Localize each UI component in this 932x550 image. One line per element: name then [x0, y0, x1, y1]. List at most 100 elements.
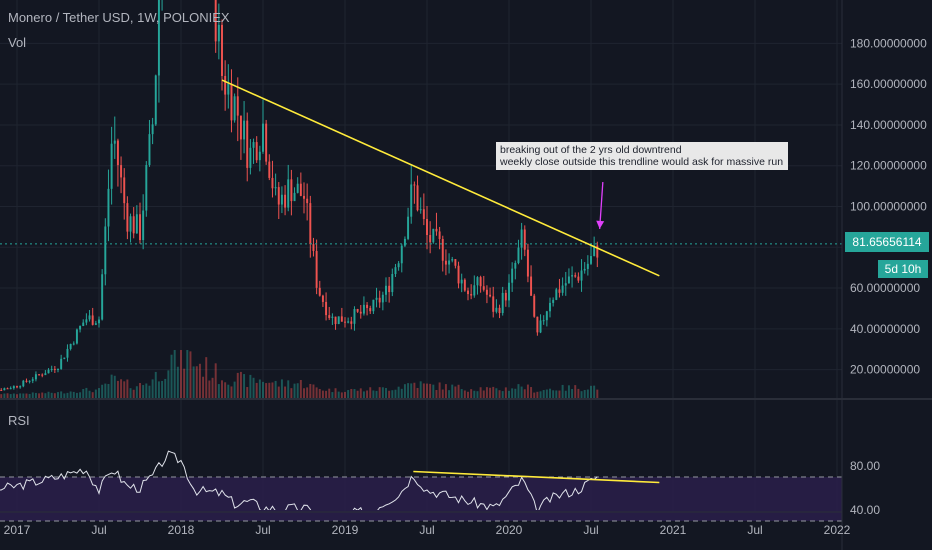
- candle-body[interactable]: [391, 273, 394, 293]
- candle-body[interactable]: [397, 263, 400, 268]
- symbol-title[interactable]: Monero / Tether USD, 1W, POLONIEX: [8, 10, 230, 25]
- candle-body[interactable]: [19, 386, 22, 388]
- candle-body[interactable]: [126, 203, 129, 232]
- candle-body[interactable]: [284, 194, 287, 208]
- candlestick-series[interactable]: [0, 0, 599, 395]
- candle-body[interactable]: [69, 343, 72, 349]
- candle-body[interactable]: [296, 183, 299, 193]
- candle-body[interactable]: [467, 290, 469, 295]
- candle-body[interactable]: [303, 195, 305, 199]
- candle-body[interactable]: [132, 216, 135, 234]
- candle-body[interactable]: [479, 277, 482, 287]
- candle-body[interactable]: [545, 311, 548, 321]
- candle-body[interactable]: [47, 369, 50, 374]
- candle-body[interactable]: [151, 124, 154, 135]
- candle-body[interactable]: [362, 304, 365, 314]
- rsi-trendline[interactable]: [413, 470, 660, 484]
- candle-body[interactable]: [60, 358, 63, 369]
- candle-body[interactable]: [460, 279, 463, 284]
- candle-body[interactable]: [31, 379, 34, 381]
- candle-body[interactable]: [217, 24, 220, 42]
- candle-body[interactable]: [34, 374, 37, 380]
- candle-body[interactable]: [517, 247, 520, 263]
- candle-body[interactable]: [542, 320, 545, 322]
- candle-body[interactable]: [567, 276, 570, 284]
- candle-body[interactable]: [129, 216, 132, 232]
- candle-body[interactable]: [145, 165, 148, 211]
- candle-body[interactable]: [501, 292, 504, 314]
- candle-body[interactable]: [148, 134, 151, 166]
- candle-body[interactable]: [72, 343, 75, 345]
- candle-body[interactable]: [271, 177, 274, 189]
- candle-body[interactable]: [12, 386, 15, 389]
- candle-body[interactable]: [492, 296, 495, 312]
- candle-body[interactable]: [470, 294, 473, 296]
- candle-body[interactable]: [432, 228, 435, 243]
- candle-body[interactable]: [50, 368, 53, 370]
- candle-body[interactable]: [57, 368, 59, 370]
- candle-body[interactable]: [120, 165, 123, 178]
- candle-body[interactable]: [309, 203, 312, 245]
- candle-body[interactable]: [520, 229, 523, 248]
- candle-body[interactable]: [378, 297, 381, 303]
- candle-body[interactable]: [498, 307, 501, 314]
- candle-body[interactable]: [388, 285, 391, 293]
- volume-legend[interactable]: Vol: [8, 35, 27, 50]
- candle-body[interactable]: [98, 319, 100, 324]
- candle-body[interactable]: [413, 184, 416, 186]
- candle-body[interactable]: [416, 185, 419, 211]
- candle-body[interactable]: [448, 260, 451, 265]
- candle-body[interactable]: [157, 0, 160, 76]
- candle-body[interactable]: [435, 228, 438, 232]
- candle-body[interactable]: [451, 259, 454, 261]
- candle-body[interactable]: [227, 83, 230, 95]
- candle-body[interactable]: [246, 120, 249, 168]
- candle-body[interactable]: [268, 161, 271, 178]
- candle-body[interactable]: [116, 140, 119, 166]
- candle-body[interactable]: [233, 96, 236, 121]
- time-axis[interactable]: 2017 Jul 2018 Jul 2019 Jul 2020 Jul 2021 Jul 2022: [4, 523, 851, 537]
- annotation-note[interactable]: breaking out of the 2 yrs old downtrend …: [496, 142, 788, 170]
- candle-body[interactable]: [586, 263, 589, 269]
- price-axis[interactable]: 20.0000000040.0000000060.0000000080.0000…: [850, 36, 927, 376]
- candle-body[interactable]: [139, 214, 141, 241]
- candle-body[interactable]: [381, 294, 384, 303]
- candle-body[interactable]: [489, 294, 492, 297]
- candle-body[interactable]: [22, 380, 25, 387]
- candle-body[interactable]: [249, 147, 252, 168]
- candle-body[interactable]: [508, 282, 510, 301]
- candle-body[interactable]: [328, 315, 331, 318]
- candle-body[interactable]: [372, 299, 375, 312]
- candle-body[interactable]: [526, 249, 529, 277]
- candle-body[interactable]: [344, 321, 346, 323]
- candle-body[interactable]: [407, 216, 410, 239]
- candle-body[interactable]: [369, 308, 372, 312]
- candle-body[interactable]: [340, 316, 343, 322]
- candle-body[interactable]: [287, 179, 290, 208]
- candle-body[interactable]: [236, 96, 239, 116]
- candle-body[interactable]: [214, 0, 217, 42]
- candle-body[interactable]: [252, 142, 255, 148]
- candle-body[interactable]: [549, 302, 551, 312]
- candle-body[interactable]: [523, 229, 526, 250]
- candle-body[interactable]: [41, 374, 44, 376]
- rsi-legend[interactable]: RSI: [8, 413, 30, 428]
- candle-body[interactable]: [66, 348, 69, 358]
- candle-body[interactable]: [154, 75, 157, 125]
- candle-body[interactable]: [274, 187, 277, 189]
- candle-body[interactable]: [530, 276, 533, 296]
- candle-body[interactable]: [552, 299, 555, 303]
- candle-body[interactable]: [356, 309, 359, 312]
- candle-body[interactable]: [426, 219, 428, 235]
- candle-body[interactable]: [574, 275, 577, 277]
- candle-body[interactable]: [583, 268, 586, 271]
- candle-body[interactable]: [422, 209, 425, 220]
- candle-body[interactable]: [265, 123, 268, 162]
- candle-body[interactable]: [476, 277, 479, 286]
- candle-body[interactable]: [403, 238, 406, 246]
- candle-body[interactable]: [110, 143, 113, 189]
- candle-body[interactable]: [438, 231, 441, 239]
- candle-body[interactable]: [596, 245, 599, 258]
- candle-body[interactable]: [280, 194, 283, 205]
